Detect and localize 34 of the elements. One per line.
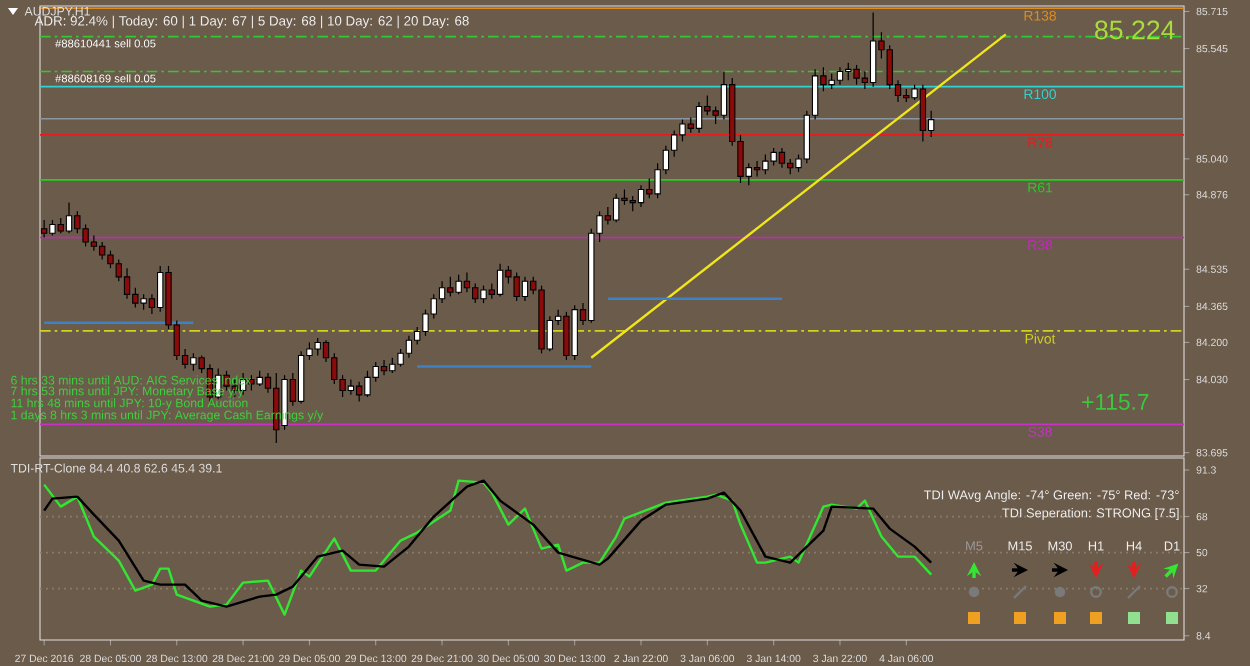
candlestick [347,378,355,396]
candlestick [778,147,786,169]
candlestick [604,206,612,226]
candlestick [472,282,479,304]
candlestick [695,101,703,134]
candlestick [762,153,769,175]
candlestick [637,184,645,208]
candlestick [455,274,462,295]
candlestick [679,119,686,143]
candlestick [753,160,761,177]
candlestick [364,370,371,398]
candlestick [853,64,860,86]
candlestick [355,381,363,402]
candlestick [297,350,305,405]
candlestick [571,304,578,361]
candlestick [919,84,927,143]
candlestick [40,219,48,239]
candlestick [380,359,388,376]
candlestick [646,177,653,199]
candlestick [405,335,413,359]
candlestick [65,202,73,234]
candlestick [513,271,520,302]
candlestick [869,11,877,88]
annotation: +115.7 [1082,394,1149,410]
candlestick [447,276,454,298]
candlestick [563,311,570,361]
candlestick [612,193,620,223]
candlestick [521,276,529,302]
annotation: 85.224 [1095,20,1175,40]
candlestick [82,223,89,247]
candlestick [496,263,504,298]
candlestick [90,234,98,252]
candlestick [886,44,893,90]
candlestick [123,267,131,300]
